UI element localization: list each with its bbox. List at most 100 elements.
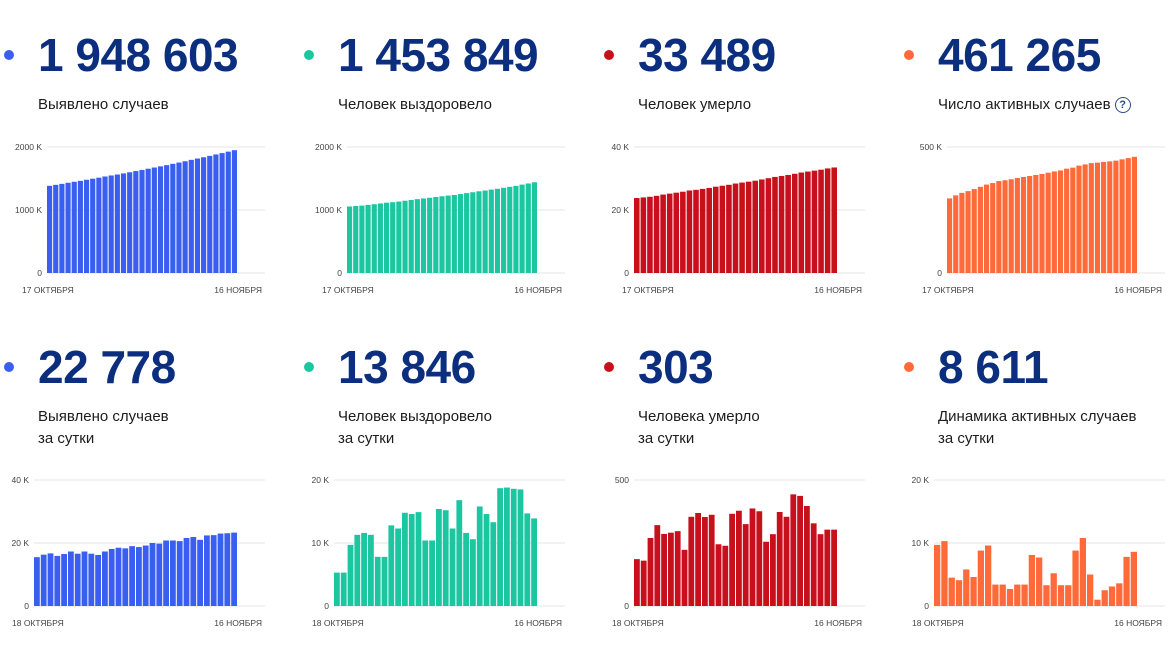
- bar: [783, 516, 790, 606]
- bar: [674, 531, 681, 606]
- stat-label-line1: Человек выздоровело: [338, 408, 492, 425]
- bar: [673, 192, 680, 273]
- bar: [156, 543, 163, 606]
- stat-value: 13 846: [338, 341, 476, 393]
- bar: [1006, 588, 1014, 606]
- bar: [68, 551, 74, 606]
- bar: [182, 161, 188, 273]
- bar: [194, 158, 201, 273]
- stat-value: 8 611: [938, 341, 1049, 393]
- bar: [157, 166, 164, 273]
- bar: [668, 532, 674, 606]
- bar: [941, 541, 948, 606]
- bar: [1125, 158, 1131, 273]
- bar: [1101, 161, 1107, 273]
- bar: [164, 165, 170, 273]
- bar: [197, 539, 203, 606]
- bar: [772, 176, 778, 273]
- bar: [433, 196, 439, 273]
- bar: [374, 556, 381, 606]
- help-icon[interactable]: ?: [1114, 97, 1131, 113]
- bar: [127, 172, 133, 273]
- stat-label-line1: Выявлено случаев: [38, 408, 169, 425]
- bar: [494, 188, 501, 273]
- bar: [745, 181, 752, 273]
- y-tick-label: 1000 K: [315, 205, 342, 215]
- bar: [476, 506, 483, 606]
- series-color-dot: [604, 50, 614, 60]
- bar: [791, 173, 798, 273]
- stat-label-line1: Человек умерло: [638, 96, 752, 113]
- bar: [1028, 554, 1035, 606]
- bar: [1014, 178, 1020, 273]
- bar: [999, 584, 1006, 606]
- x-axis-start-label: 18 ОКТЯБРЯ: [612, 618, 664, 628]
- bar: [693, 189, 699, 273]
- bar: [436, 508, 442, 606]
- bar: [231, 532, 237, 606]
- bar: [726, 184, 732, 273]
- bar: [347, 206, 353, 273]
- bar: [381, 556, 388, 606]
- bar: [176, 541, 183, 606]
- bar: [115, 547, 122, 606]
- bar: [445, 195, 451, 273]
- bar: [219, 153, 225, 273]
- stat-label-line1: Человек выздоровело: [338, 96, 492, 113]
- bar: [1072, 550, 1079, 606]
- bar: [661, 533, 667, 606]
- bar: [811, 170, 818, 274]
- bar: [463, 532, 469, 606]
- stat-label-line1: Число активных случаев: [938, 96, 1111, 113]
- bar: [732, 183, 739, 273]
- bar: [81, 551, 88, 606]
- bar: [383, 202, 390, 273]
- bar: [1123, 556, 1130, 606]
- y-tick-label: 0: [24, 601, 29, 611]
- x-axis-start-label: 18 ОКТЯБРЯ: [312, 618, 364, 628]
- y-tick-label: 2000 K: [315, 142, 342, 152]
- y-tick-label: 0: [924, 601, 929, 611]
- bar: [1131, 156, 1137, 273]
- bar: [96, 177, 102, 273]
- x-axis-start-label: 18 ОКТЯБРЯ: [912, 618, 964, 628]
- bar-chart: 0 1000 K 2000 K 17 ОКТЯБРЯ 16 НОЯБРЯ: [15, 142, 265, 295]
- bar: [722, 545, 729, 606]
- bar: [681, 549, 688, 606]
- bar: [77, 180, 83, 273]
- bar: [163, 540, 169, 606]
- bar: [114, 174, 120, 273]
- y-tick-label: 0: [624, 601, 629, 611]
- bar: [1027, 175, 1033, 273]
- bar: [133, 171, 139, 273]
- bar: [361, 532, 367, 606]
- bar: [507, 186, 513, 273]
- series-color-dot: [604, 362, 614, 372]
- bar: [654, 525, 661, 606]
- bar: [1065, 585, 1072, 606]
- bar: [190, 537, 197, 606]
- bar: [490, 522, 497, 606]
- bar: [71, 181, 77, 273]
- bar: [824, 168, 831, 273]
- y-tick-label: 0: [624, 268, 629, 278]
- bar-chart: 0 10 K 20 K 18 ОКТЯБРЯ 16 НОЯБРЯ: [312, 475, 565, 628]
- bar: [1043, 585, 1050, 606]
- y-tick-label: 0: [324, 601, 329, 611]
- bar: [818, 169, 824, 273]
- bar: [686, 190, 693, 273]
- bar: [139, 169, 145, 273]
- bar: [120, 173, 127, 273]
- bar: [524, 513, 531, 606]
- bar: [488, 189, 494, 273]
- bar: [770, 534, 776, 606]
- y-tick-label: 10 K: [912, 538, 930, 548]
- bar: [742, 524, 749, 606]
- bar: [1008, 179, 1014, 273]
- bar: [231, 150, 237, 273]
- stat-label: Число активных случаев?: [938, 94, 1131, 116]
- series-color-dot: [904, 50, 914, 60]
- bar: [470, 539, 476, 606]
- bar: [1021, 584, 1028, 606]
- bar-chart: 0 1000 K 2000 K 17 ОКТЯБРЯ 16 НОЯБРЯ: [315, 142, 565, 295]
